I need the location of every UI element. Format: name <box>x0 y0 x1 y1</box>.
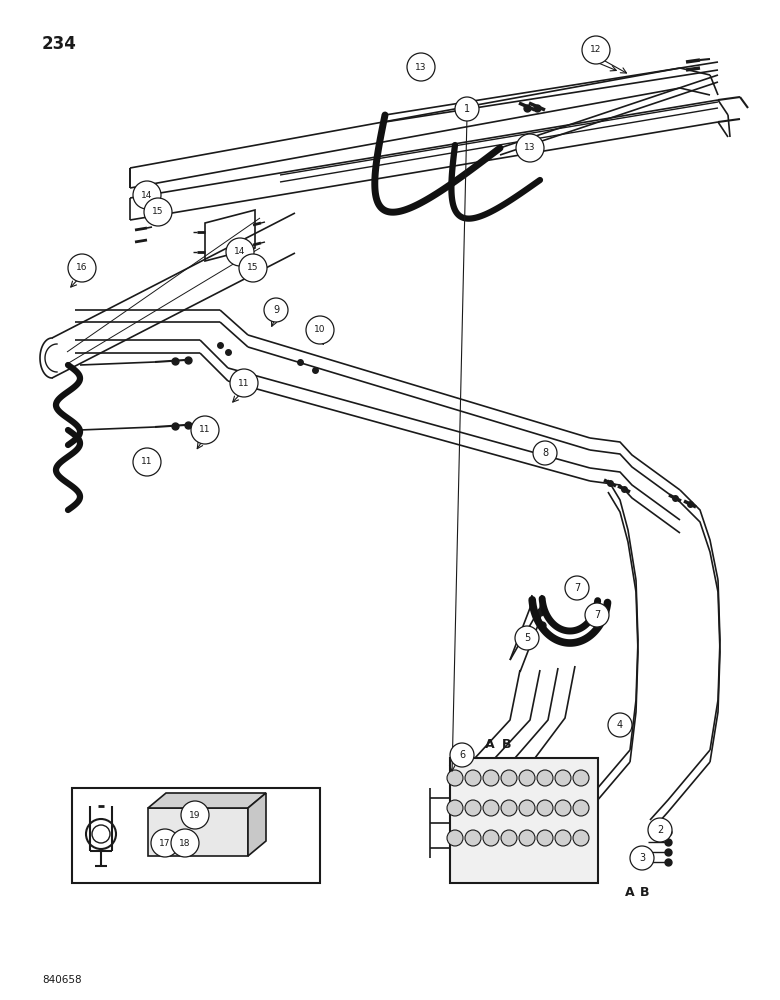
Circle shape <box>483 800 499 816</box>
Circle shape <box>465 770 481 786</box>
Text: 14: 14 <box>141 190 153 200</box>
Circle shape <box>501 800 517 816</box>
Circle shape <box>483 830 499 846</box>
Circle shape <box>519 830 535 846</box>
Bar <box>450 758 598 883</box>
Circle shape <box>555 830 571 846</box>
Circle shape <box>537 830 553 846</box>
Circle shape <box>465 800 481 816</box>
Circle shape <box>191 416 219 444</box>
Circle shape <box>465 830 481 846</box>
Text: 1: 1 <box>464 104 470 114</box>
Text: 17: 17 <box>159 838 171 848</box>
Text: 2: 2 <box>657 825 663 835</box>
Text: 18: 18 <box>179 838 191 848</box>
Text: B: B <box>640 886 650 898</box>
Text: 11: 11 <box>199 426 211 434</box>
Circle shape <box>306 316 334 344</box>
Polygon shape <box>248 793 266 856</box>
Circle shape <box>555 800 571 816</box>
Text: A: A <box>626 886 635 898</box>
Circle shape <box>519 770 535 786</box>
Text: 19: 19 <box>190 810 200 820</box>
Text: 16: 16 <box>76 263 87 272</box>
Text: 9: 9 <box>273 305 279 315</box>
Circle shape <box>450 743 474 767</box>
Text: 15: 15 <box>247 263 259 272</box>
Circle shape <box>181 801 209 829</box>
Text: 234: 234 <box>42 35 77 53</box>
Circle shape <box>573 770 589 786</box>
Text: 6: 6 <box>459 750 465 760</box>
Circle shape <box>648 818 672 842</box>
Text: 10: 10 <box>314 326 326 334</box>
Circle shape <box>407 53 435 81</box>
Text: 14: 14 <box>234 247 246 256</box>
Circle shape <box>447 830 463 846</box>
Bar <box>72 788 320 883</box>
Circle shape <box>585 603 609 627</box>
Circle shape <box>230 369 258 397</box>
Circle shape <box>565 576 589 600</box>
Text: 5: 5 <box>524 633 530 643</box>
Circle shape <box>537 770 553 786</box>
Circle shape <box>516 134 544 162</box>
Circle shape <box>68 254 96 282</box>
Circle shape <box>608 713 632 737</box>
Circle shape <box>537 800 553 816</box>
Text: B: B <box>502 738 512 752</box>
Circle shape <box>515 626 539 650</box>
Text: 13: 13 <box>524 143 536 152</box>
Circle shape <box>501 830 517 846</box>
Circle shape <box>239 254 267 282</box>
Circle shape <box>519 800 535 816</box>
Text: 4: 4 <box>617 720 623 730</box>
Circle shape <box>447 770 463 786</box>
Text: 7: 7 <box>574 583 580 593</box>
Circle shape <box>144 198 172 226</box>
Text: A: A <box>485 738 495 752</box>
Text: 15: 15 <box>152 208 164 217</box>
Text: 13: 13 <box>415 62 427 72</box>
Circle shape <box>630 846 654 870</box>
Circle shape <box>447 800 463 816</box>
Circle shape <box>483 770 499 786</box>
Text: 12: 12 <box>590 45 601 54</box>
Circle shape <box>151 829 179 857</box>
Circle shape <box>573 830 589 846</box>
Text: 3: 3 <box>639 853 645 863</box>
Text: 7: 7 <box>594 610 600 620</box>
Circle shape <box>226 238 254 266</box>
Bar <box>148 808 248 856</box>
Circle shape <box>582 36 610 64</box>
Text: 840658: 840658 <box>42 975 82 985</box>
Text: 11: 11 <box>238 378 250 387</box>
Circle shape <box>533 441 557 465</box>
Circle shape <box>573 800 589 816</box>
Text: 8: 8 <box>542 448 548 458</box>
Text: 11: 11 <box>141 458 153 466</box>
Circle shape <box>455 97 479 121</box>
Circle shape <box>264 298 288 322</box>
Circle shape <box>133 181 161 209</box>
Circle shape <box>555 770 571 786</box>
Circle shape <box>133 448 161 476</box>
Polygon shape <box>148 793 266 808</box>
Circle shape <box>171 829 199 857</box>
Circle shape <box>501 770 517 786</box>
